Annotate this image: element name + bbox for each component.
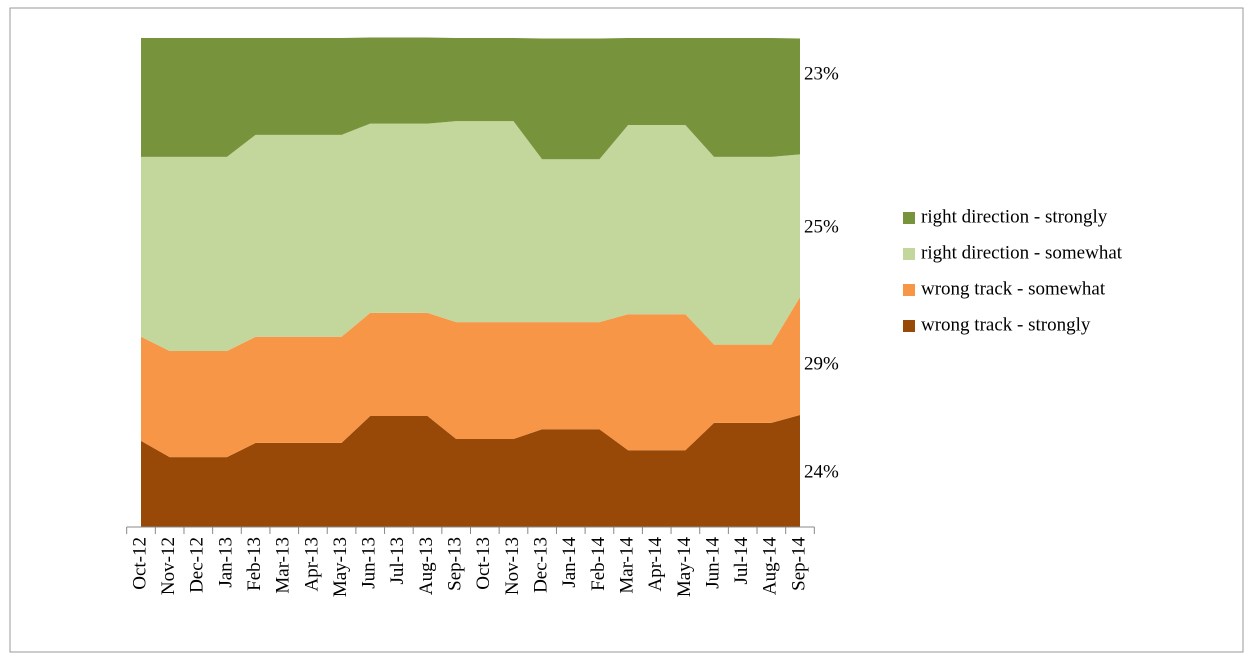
legend-label: right direction - somewhat: [921, 242, 1123, 263]
x-tick-label: Nov-13: [502, 537, 523, 595]
x-tick-label: Apr-14: [645, 537, 666, 592]
x-tick-label: Jan-14: [559, 537, 580, 588]
area: [141, 297, 800, 458]
annotation: 24%: [804, 461, 839, 482]
x-tick-label: Dec-12: [187, 537, 208, 593]
area: [141, 37, 800, 160]
x-tick-label: Oct-12: [129, 537, 150, 590]
x-tick-label: Aug-13: [416, 537, 437, 595]
legend-swatch: [903, 248, 915, 260]
x-tick-label: Feb-13: [244, 537, 265, 591]
x-tick-label: Jun-14: [702, 537, 723, 589]
legend-label: wrong track - strongly: [921, 314, 1091, 335]
x-tick-label: Mar-13: [273, 537, 294, 594]
x-tick-label: Mar-14: [616, 537, 637, 594]
legend-swatch: [903, 284, 915, 296]
x-tick-label: Aug-14: [760, 537, 781, 596]
x-tick-label: Nov-12: [158, 537, 179, 595]
x-tick-label: May-14: [674, 537, 695, 598]
annotation: 29%: [804, 353, 839, 374]
x-tick-label: Jan-13: [215, 537, 236, 588]
area: [141, 415, 800, 527]
annotation: 23%: [804, 63, 839, 84]
legend-swatch: [903, 320, 915, 332]
x-tick-label: Jul-13: [387, 537, 408, 585]
x-tick-label: Feb-14: [588, 537, 609, 591]
x-tick-label: Oct-13: [473, 537, 494, 590]
x-tick-label: Jul-14: [731, 537, 752, 585]
x-tick-label: Jun-13: [359, 537, 380, 589]
legend-label: wrong track - somewhat: [921, 278, 1106, 299]
legend-swatch: [903, 212, 915, 224]
annotation: 25%: [804, 216, 839, 237]
x-tick-label: Sep-13: [445, 537, 466, 591]
x-tick-label: Apr-13: [301, 537, 322, 592]
x-tick-label: Sep-14: [788, 537, 809, 591]
area: [141, 121, 800, 351]
x-tick-label: Dec-13: [530, 537, 551, 593]
x-tick-label: May-13: [330, 537, 351, 597]
legend-label: right direction - strongly: [921, 206, 1108, 227]
